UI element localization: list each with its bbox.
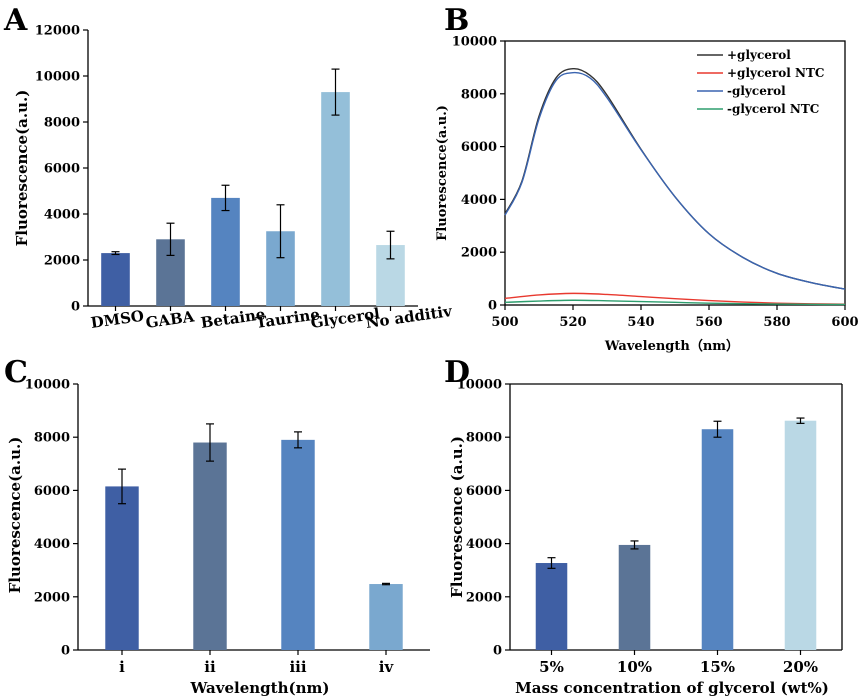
chart-c-ytick-label-5: 10000 — [25, 378, 70, 393]
panel-letter-d: D — [444, 355, 470, 390]
chart-c-xlabel: Wavelength(nm) — [190, 679, 330, 697]
chart-a-ylabel: Fluorescence(a.u.) — [13, 90, 31, 247]
chart-b-xlabel: Wavelength（nm） — [604, 338, 739, 354]
chart-b-ytick-label-0: 0 — [488, 299, 497, 314]
chart-d-ytick-label-3: 6000 — [466, 484, 502, 499]
chart-d-ytick-label-1: 2000 — [466, 590, 502, 605]
chart-b-xtick-label-2: 540 — [627, 315, 654, 330]
chart-d-bar-1 — [618, 544, 651, 650]
chart-b-xtick-label-4: 580 — [763, 315, 790, 330]
panel-letter-b: B — [444, 3, 469, 38]
chart-c-bar-2 — [281, 439, 315, 650]
chart-d-bar-2 — [701, 429, 734, 650]
chart-b-series-line-2 — [504, 71, 846, 290]
chart-c-xtick-label-1: ii — [204, 658, 216, 676]
chart-b-series-line-1 — [504, 292, 846, 305]
chart-d: Fluorescence (a.u.) Mass concentration o… — [448, 378, 843, 697]
chart-d-ytick-label-2: 4000 — [466, 537, 502, 552]
chart-b-ytick-label-1: 2000 — [461, 246, 497, 261]
chart-b-ytick-label-2: 4000 — [461, 193, 497, 208]
chart-c-bar-1 — [193, 442, 227, 650]
chart-b-xtick-label-5: 600 — [831, 315, 858, 330]
chart-d-xtick-label-0: 5% — [539, 658, 564, 676]
chart-c-ytick-label-2: 4000 — [34, 537, 70, 552]
chart-a-ytick-label-3: 6000 — [44, 162, 80, 177]
chart-b-frame — [504, 40, 846, 306]
chart-c-ytick-label-0: 0 — [61, 644, 70, 659]
chart-c-bar-3 — [369, 584, 403, 650]
chart-a-xtick-label-0: DMSO — [90, 307, 145, 332]
chart-a-bar-4 — [321, 92, 350, 306]
chart-b-legend-label-0: +glycerol — [727, 48, 791, 62]
chart-a: Fluorescence(a.u.) 0 2000 4000 6000 8000 1000… — [13, 24, 454, 332]
chart-d-ylabel: Fluorescence (a.u.) — [448, 436, 466, 598]
chart-d-ytick-label-5: 10000 — [457, 378, 502, 393]
chart-c-ytick-label-1: 2000 — [34, 590, 70, 605]
chart-a-ytick-label-5: 10000 — [35, 70, 80, 85]
chart-c: Fluorescence(a.u.) Wavelength(nm) 0 2000 4… — [6, 378, 430, 697]
chart-b: Fluorescence(a.u.) Wavelength（nm） 0 2000 4… — [435, 35, 859, 355]
panel-letter-c: C — [4, 355, 28, 390]
chart-b-legend-label-1: +glycerol NTC — [727, 66, 824, 80]
chart-a-ytick-label-2: 4000 — [44, 208, 80, 223]
chart-d-ytick-label-4: 8000 — [466, 431, 502, 446]
chart-c-xtick-label-3: iv — [379, 658, 395, 676]
chart-c-bar-0 — [105, 486, 139, 650]
panel-letter-a: A — [3, 3, 28, 38]
chart-b-ytick-label-5: 10000 — [452, 35, 497, 50]
chart-b-xtick-label-1: 520 — [559, 315, 586, 330]
chart-b-legend-label-2: -glycerol — [727, 84, 786, 98]
chart-a-bar-0 — [101, 253, 130, 306]
chart-d-xlabel: Mass concentration of glycerol (wt%) — [515, 679, 829, 697]
chart-d-bar-0 — [535, 563, 568, 650]
chart-a-ytick-label-4: 8000 — [44, 116, 80, 131]
chart-a-xtick-label-1: GABA — [145, 307, 196, 332]
chart-c-xtick-label-2: iii — [289, 658, 306, 676]
chart-a-ytick-label-0: 0 — [71, 300, 80, 315]
chart-b-xtick-label-0: 500 — [491, 315, 518, 330]
chart-c-xtick-label-0: i — [119, 658, 125, 676]
chart-b-xtick-label-3: 560 — [695, 315, 722, 330]
chart-b-legend-label-3: -glycerol NTC — [727, 102, 819, 116]
chart-b-ytick-label-4: 8000 — [461, 87, 497, 102]
chart-d-xtick-label-1: 10% — [617, 658, 652, 676]
chart-b-ylabel: Fluorescence(a.u.) — [435, 105, 450, 241]
chart-d-xtick-label-2: 15% — [700, 658, 735, 676]
chart-a-ytick-label-1: 2000 — [44, 254, 80, 269]
chart-c-ytick-label-4: 8000 — [34, 431, 70, 446]
chart-b-ytick-label-3: 6000 — [461, 140, 497, 155]
chart-b-series-line-3 — [504, 299, 846, 306]
chart-a-ytick-label-6: 12000 — [35, 24, 80, 39]
chart-d-ytick-label-0: 0 — [493, 644, 502, 659]
chart-d-bar-3 — [784, 420, 817, 650]
chart-c-ytick-label-3: 6000 — [34, 484, 70, 499]
chart-c-ylabel: Fluorescence(a.u.) — [6, 437, 24, 594]
chart-a-bar-2 — [211, 197, 240, 306]
chart-d-xtick-label-3: 20% — [783, 658, 818, 676]
